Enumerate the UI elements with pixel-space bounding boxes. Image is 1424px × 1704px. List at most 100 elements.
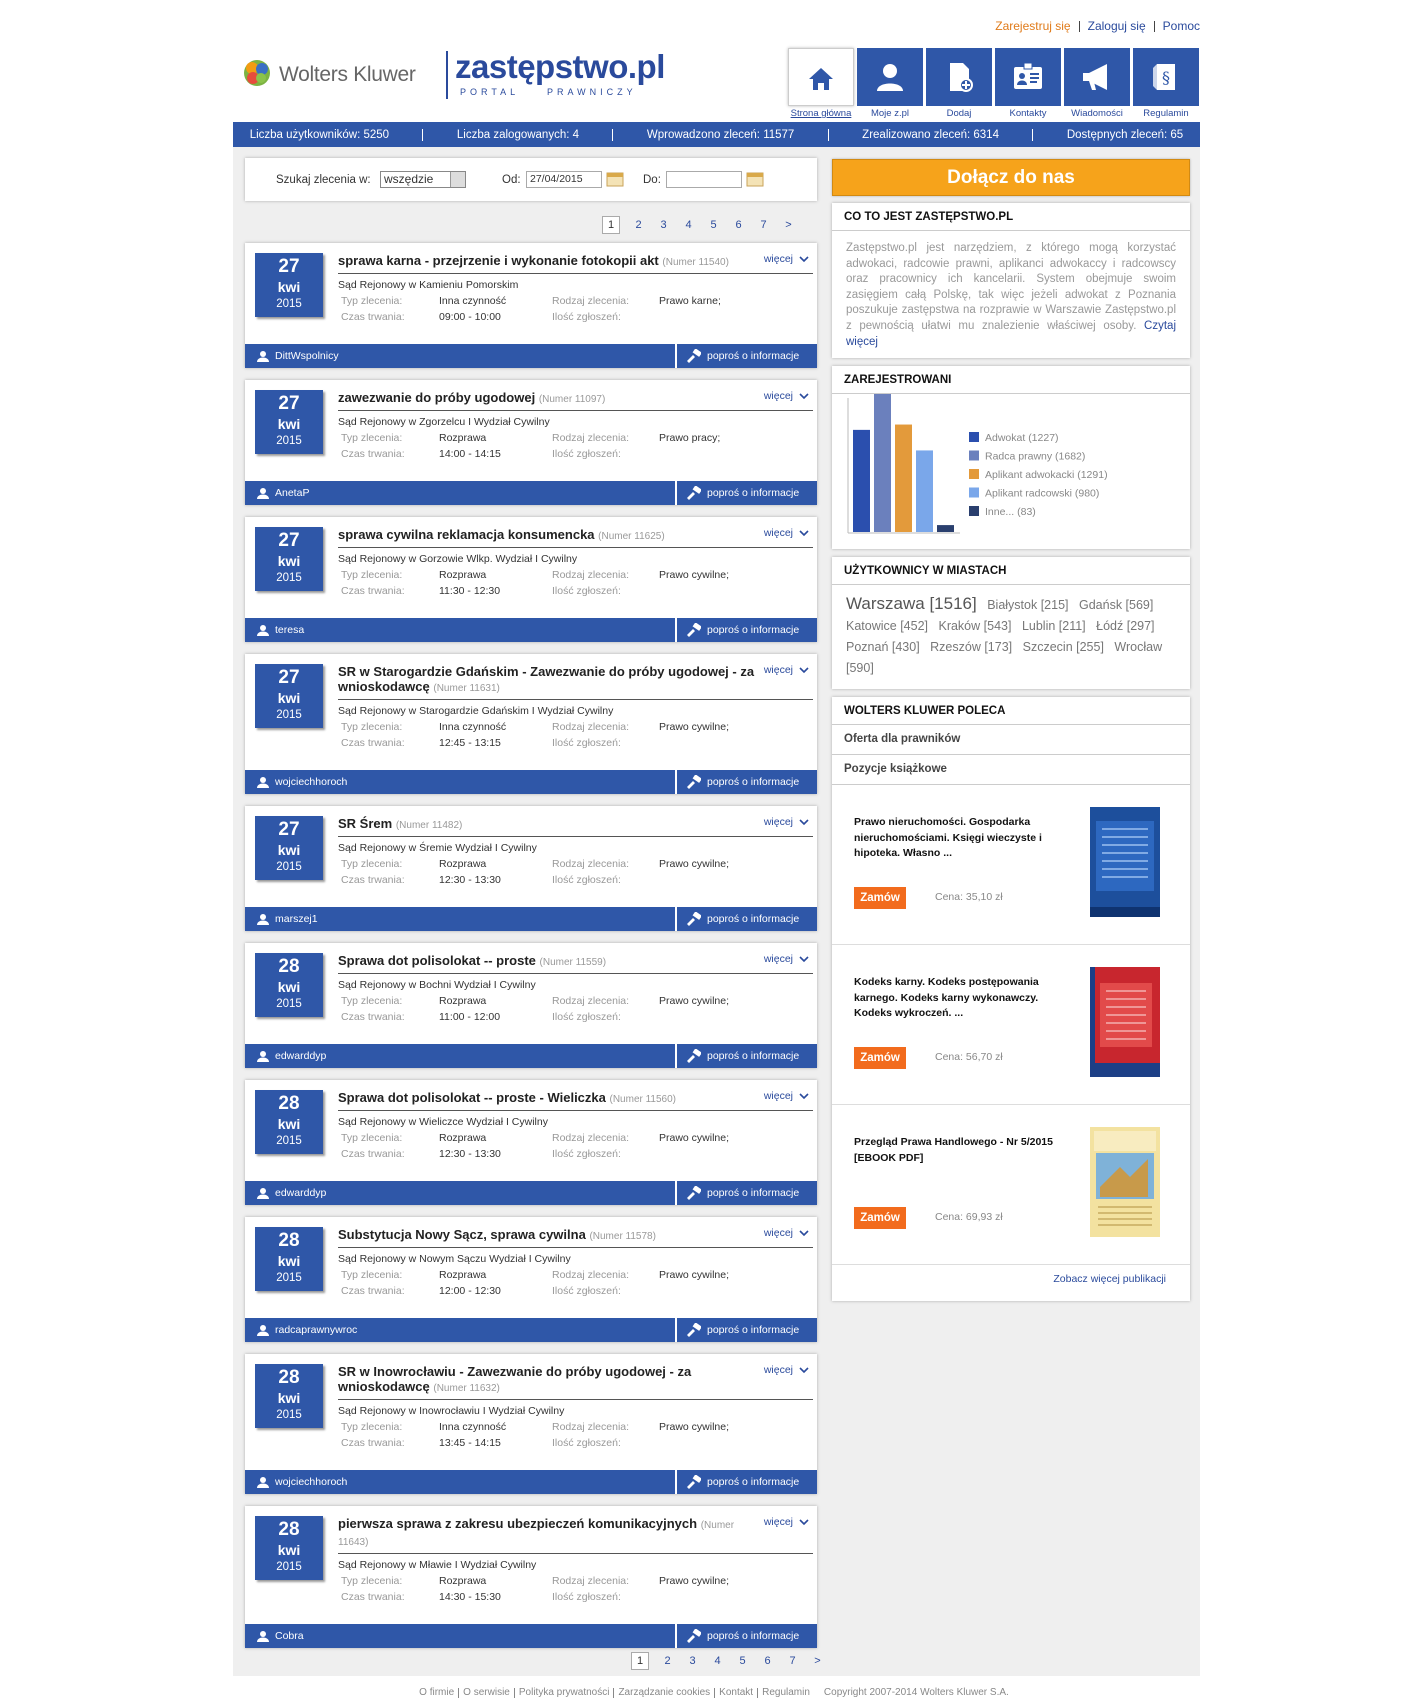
city[interactable]: Katowice [452] (846, 619, 928, 634)
user[interactable]: wojciechhoroch (257, 770, 347, 794)
city[interactable]: Białystok [215] (987, 598, 1069, 613)
more-link[interactable]: więcej (764, 1227, 809, 1239)
calendar-icon[interactable] (606, 171, 624, 187)
more-link[interactable]: więcej (764, 527, 809, 539)
page-link[interactable]: 4 (714, 1655, 721, 1667)
page-link[interactable]: 5 (739, 1655, 746, 1667)
header-link[interactable]: Zarejestruj się (995, 19, 1071, 33)
nav-item[interactable]: Kontakty (995, 48, 1061, 119)
listing-title[interactable]: Sprawa dot polisolokat -- proste - Wieli… (338, 1090, 758, 1107)
order-button[interactable]: Zamów (854, 1047, 906, 1070)
user[interactable]: marszej1 (257, 907, 318, 931)
ask-button[interactable]: poproś o informacje (675, 1470, 817, 1494)
more-link[interactable]: więcej (764, 816, 809, 828)
ask-button[interactable]: poproś o informacje (675, 1624, 817, 1648)
nav-item[interactable]: Dodaj (926, 48, 992, 119)
listing-title[interactable]: Sprawa dot polisolokat -- proste (Numer … (338, 953, 758, 970)
book-title[interactable]: Prawo nieruchomości. Gospodarka nierucho… (854, 816, 1042, 860)
city[interactable]: Poznań [430] (846, 640, 920, 655)
calendar-icon[interactable] (746, 171, 764, 187)
page-link[interactable]: 6 (764, 1655, 771, 1667)
ask-button[interactable]: poproś o informacje (675, 1318, 817, 1342)
nav-item[interactable]: Wiadomości (1064, 48, 1130, 119)
listing-title[interactable]: SR w Inowrocławiu - Zawezwanie do próby … (338, 1364, 758, 1396)
user[interactable]: edwarddyp (257, 1044, 326, 1068)
listing-title[interactable]: sprawa cywilna reklamacja konsumencka (N… (338, 527, 758, 544)
page-link[interactable]: 2 (635, 219, 642, 231)
page-link[interactable]: 2 (664, 1655, 671, 1667)
ask-button[interactable]: poproś o informacje (675, 1044, 817, 1068)
city[interactable]: Szczecin [255] (1022, 640, 1104, 655)
city[interactable]: Lublin [211] (1021, 619, 1086, 634)
ask-button[interactable]: poproś o informacje (675, 1181, 817, 1205)
from-input[interactable]: 27/04/2015 (526, 171, 602, 188)
user[interactable]: Cobra (257, 1624, 304, 1648)
read-more-link[interactable]: Czytaj więcej (846, 319, 1176, 348)
listing-title[interactable]: pierwsza sprawa z zakresu ubezpieczeń ko… (338, 1516, 758, 1550)
ask-button[interactable]: poproś o informacje (675, 481, 817, 505)
user[interactable]: radcaprawnywroc (257, 1318, 357, 1342)
tab[interactable]: Pozycje książkowe (832, 755, 1190, 786)
logo[interactable]: Wolters Kluwer zastępstwo.pl PORTAL PRAW… (241, 48, 665, 108)
user[interactable]: wojciechhoroch (257, 1470, 347, 1494)
footer-link[interactable]: Regulamin (757, 1688, 814, 1698)
footer-link[interactable]: Kontakt (714, 1688, 757, 1698)
page-link[interactable]: 7 (760, 219, 767, 231)
book-cover[interactable] (1090, 807, 1160, 918)
page-link[interactable]: 4 (685, 219, 692, 231)
footer-link[interactable]: Zarządzanie cookies (613, 1688, 714, 1698)
order-button[interactable]: Zamów (854, 887, 906, 910)
book-title[interactable]: Kodeks karny. Kodeks postępowania karneg… (854, 976, 1039, 1020)
nav-item[interactable]: § Regulamin (1133, 48, 1199, 119)
page-link[interactable]: 7 (789, 1655, 796, 1667)
header-link[interactable]: Pomoc (1153, 20, 1200, 32)
city[interactable]: Gdańsk [569] (1078, 598, 1154, 613)
page-link[interactable]: 6 (735, 219, 742, 231)
listing-title[interactable]: sprawa karna - przejrzenie i wykonanie f… (338, 253, 758, 270)
more-publications[interactable]: Zobacz więcej publikacji (1053, 1273, 1166, 1286)
more-link[interactable]: więcej (764, 1090, 809, 1102)
user[interactable]: AnetaP (257, 481, 309, 505)
listing-title[interactable]: SR w Starogardzie Gdańskim - Zawezwanie … (338, 664, 758, 696)
listing-title[interactable]: zawezwanie do próby ugodowej (Numer 1109… (338, 390, 758, 407)
more-link[interactable]: więcej (764, 390, 809, 402)
tab[interactable]: Oferta dla prawników (832, 725, 1190, 756)
scope-select[interactable]: wszędzie (380, 171, 466, 188)
to-input[interactable] (666, 171, 742, 188)
listing-title[interactable]: Substytucja Nowy Sącz, sprawa cywilna (N… (338, 1227, 758, 1244)
more-link[interactable]: więcej (764, 1364, 809, 1376)
more-link[interactable]: więcej (764, 253, 809, 265)
order-button[interactable]: Zamów (854, 1207, 906, 1230)
page-link[interactable]: 3 (660, 219, 667, 231)
more-link[interactable]: więcej (764, 953, 809, 965)
header-link[interactable]: Zaloguj się (1078, 20, 1154, 32)
book-title[interactable]: Przegląd Prawa Handlowego - Nr 5/2015 [E… (854, 1136, 1053, 1164)
ask-button[interactable]: poproś o informacje (675, 344, 817, 368)
user[interactable]: edwarddyp (257, 1181, 326, 1205)
page-link[interactable]: > (814, 1655, 821, 1667)
footer-link[interactable]: Polityka prywatności (513, 1688, 614, 1698)
city[interactable]: Kraków [543] (938, 619, 1012, 634)
more-link[interactable]: więcej (764, 1516, 809, 1528)
ask-button[interactable]: poproś o informacje (675, 618, 817, 642)
page-link[interactable]: > (785, 219, 792, 231)
page-link[interactable]: 3 (689, 1655, 696, 1667)
join-button[interactable]: Dołącz do nas (832, 159, 1190, 196)
page-link[interactable]: 5 (710, 219, 717, 231)
listing-title[interactable]: SR Śrem (Numer 11482) (338, 816, 758, 833)
ask-button[interactable]: poproś o informacje (675, 907, 817, 931)
page-link[interactable]: 1 (631, 1652, 649, 1670)
nav-item[interactable]: Moje z.pl (857, 48, 923, 119)
book-cover[interactable] (1090, 967, 1160, 1078)
nav-item[interactable]: Strona główna (788, 48, 854, 119)
ask-button[interactable]: poproś o informacje (675, 770, 817, 794)
user[interactable]: DittWspolnicy (257, 344, 339, 368)
city[interactable]: Rzeszów [173] (930, 640, 1013, 655)
footer-link[interactable]: O serwisie (458, 1688, 514, 1698)
city[interactable]: Warszawa [1516] (846, 594, 977, 614)
more-link[interactable]: więcej (764, 664, 809, 676)
city[interactable]: Łódź [297] (1096, 619, 1155, 634)
book-cover[interactable] (1090, 1127, 1160, 1238)
page-link[interactable]: 1 (602, 216, 620, 234)
footer-link[interactable]: O firmie (419, 1687, 455, 1698)
